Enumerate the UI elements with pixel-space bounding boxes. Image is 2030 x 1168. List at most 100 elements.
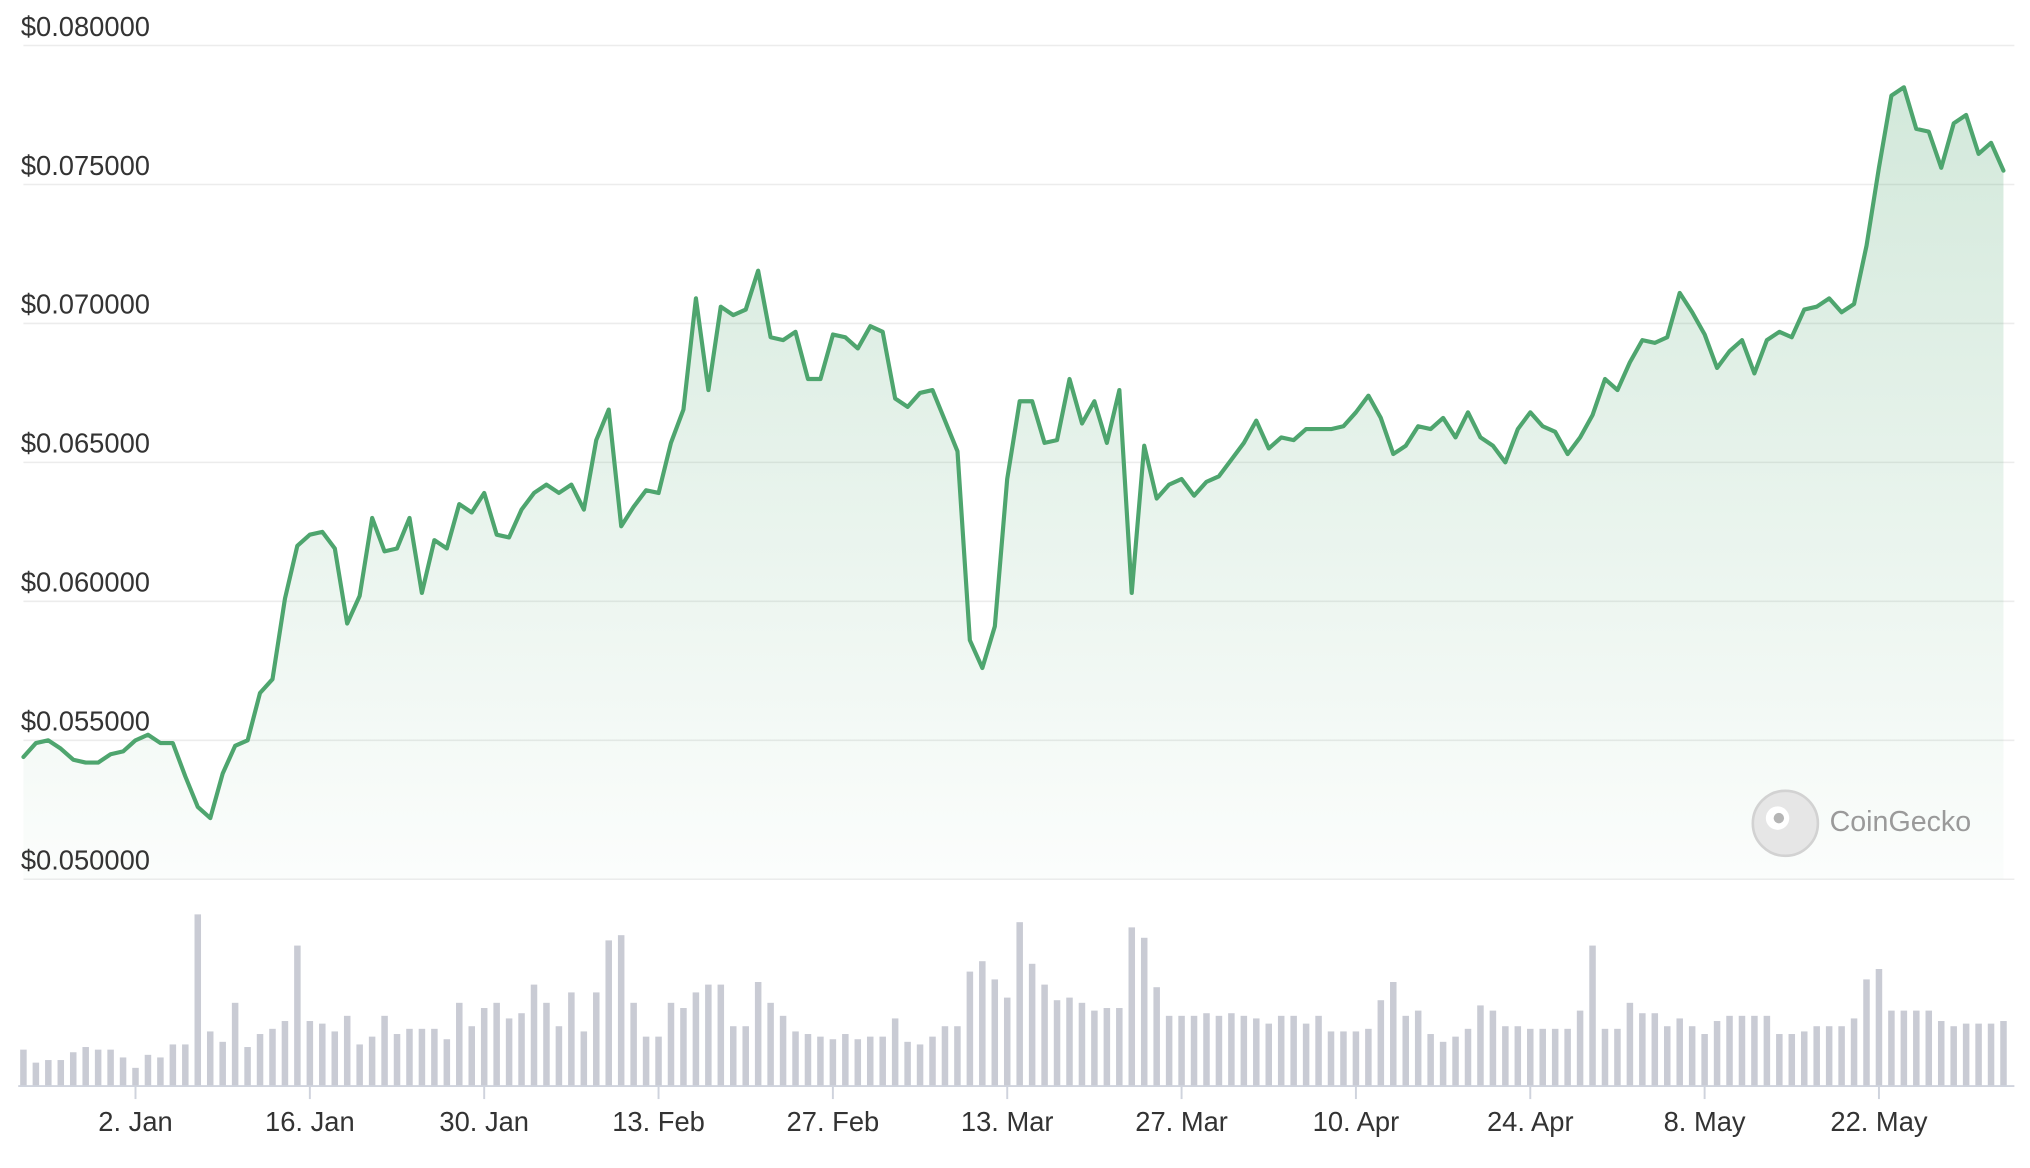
volume-bar (1825, 1026, 1833, 1087)
volume-bar (431, 1028, 438, 1087)
volume-bar (1701, 1034, 1708, 1087)
volume-bar (1813, 1026, 1820, 1087)
volume-bar (1414, 1010, 1422, 1087)
volume-bar (1464, 1028, 1472, 1087)
volume-bar (1016, 922, 1023, 1087)
volume-bar (1041, 984, 1048, 1087)
volume-bar (617, 935, 625, 1087)
volume-bar (244, 1047, 251, 1087)
volume-bar (281, 1021, 289, 1087)
volume-bar (456, 1002, 463, 1087)
volume-bar (680, 1008, 687, 1087)
volume-bar (1190, 1015, 1198, 1087)
volume-bar (1365, 1028, 1372, 1087)
volume-bar (1900, 1010, 1908, 1087)
volume-bar (1564, 1028, 1571, 1087)
volume-bar (1489, 1010, 1497, 1087)
volume-bar (1875, 968, 1883, 1087)
volume-bar (1589, 945, 1596, 1087)
volume-bar (368, 1036, 376, 1087)
x-tick-label: 13. Feb (612, 1106, 705, 1137)
volume-bar (406, 1028, 413, 1087)
volume-bar (1116, 1008, 1123, 1087)
volume-bar (1427, 1034, 1434, 1087)
volume-bar (1838, 1026, 1845, 1087)
volume-bar (306, 1021, 314, 1087)
volume-bar (555, 1026, 563, 1087)
volume-bar (1091, 1010, 1098, 1087)
volume-bar (655, 1036, 662, 1087)
volume-bar (1738, 1015, 1746, 1087)
volume-bar (1527, 1028, 1534, 1087)
volume-bar (1053, 1000, 1061, 1087)
volume-bar (1576, 1010, 1584, 1087)
volume-bar (530, 984, 538, 1087)
volume-bar (1352, 1031, 1360, 1087)
volume-bar (1402, 1015, 1409, 1087)
volume-bar (829, 1039, 837, 1087)
price-line (21, 85, 2006, 821)
volume-bar (1302, 1023, 1310, 1087)
volume-bar (1377, 1000, 1385, 1087)
x-tick-label: 2. Jan (98, 1106, 172, 1137)
volume-bar (568, 992, 575, 1087)
x-tick-label: 24. Apr (1487, 1106, 1574, 1137)
volume-bar (916, 1044, 924, 1087)
x-tick-label: 10. Apr (1313, 1106, 1400, 1137)
volume-bar (1688, 1026, 1696, 1087)
volume-bar (705, 984, 712, 1087)
volume-bar (1178, 1015, 1185, 1087)
volume-bar (1626, 1002, 1634, 1087)
volume-bar (194, 914, 202, 1087)
y-tick-label: $0.060000 (21, 567, 150, 598)
volume-bar (319, 1023, 326, 1087)
volume-bar (107, 1049, 114, 1087)
x-tick-label: 16. Jan (265, 1106, 355, 1137)
volume-bar (966, 971, 974, 1087)
volume-bar (505, 1018, 513, 1087)
volume-bar (144, 1054, 152, 1087)
volume-bar (1614, 1028, 1621, 1087)
volume-bar (642, 1036, 650, 1087)
y-tick-label: $0.075000 (21, 150, 150, 181)
volume-bar (393, 1034, 401, 1087)
volume-bar (1539, 1028, 1546, 1087)
volume-bar (879, 1036, 886, 1087)
x-tick-label: 22. May (1830, 1106, 1928, 1137)
volume-bar (343, 1015, 351, 1087)
volume-bar (331, 1031, 339, 1087)
volume-bar (543, 1002, 550, 1087)
volume-bar (1763, 1015, 1771, 1087)
volume-bar (182, 1044, 189, 1087)
volume-bar (904, 1041, 911, 1087)
volume-bar (767, 1002, 774, 1087)
x-tick-label: 27. Mar (1135, 1106, 1228, 1137)
volume-bar (754, 982, 762, 1087)
volume-bar (1975, 1023, 1982, 1087)
volume-bar (1066, 997, 1073, 1087)
volume-bar (1253, 1018, 1260, 1087)
volume-bar (169, 1044, 177, 1087)
volume-bar (891, 1018, 899, 1087)
volume-bar (1240, 1015, 1248, 1087)
volume-bar (1950, 1026, 1957, 1087)
volume-bar (1962, 1023, 1970, 1087)
y-tick-label: $0.080000 (21, 11, 150, 42)
volume-bar (979, 961, 986, 1087)
volume-bar (1676, 1018, 1683, 1087)
volume-bar (1390, 982, 1397, 1087)
y-tick-label: $0.055000 (21, 706, 150, 737)
volume-bar (269, 1028, 276, 1087)
volume-bar (1165, 1015, 1173, 1087)
volume-bar (1290, 1015, 1297, 1087)
volume-bar (1651, 1013, 1659, 1087)
volume-bar (132, 1067, 139, 1087)
x-tick-label: 8. May (1664, 1106, 1746, 1137)
volume-bar (418, 1028, 426, 1087)
volume-bar (1987, 1023, 1995, 1087)
volume-bar (717, 984, 725, 1087)
volume-bar (20, 1049, 27, 1087)
volume-bar (866, 1036, 874, 1087)
volume-bar (1664, 1026, 1671, 1087)
